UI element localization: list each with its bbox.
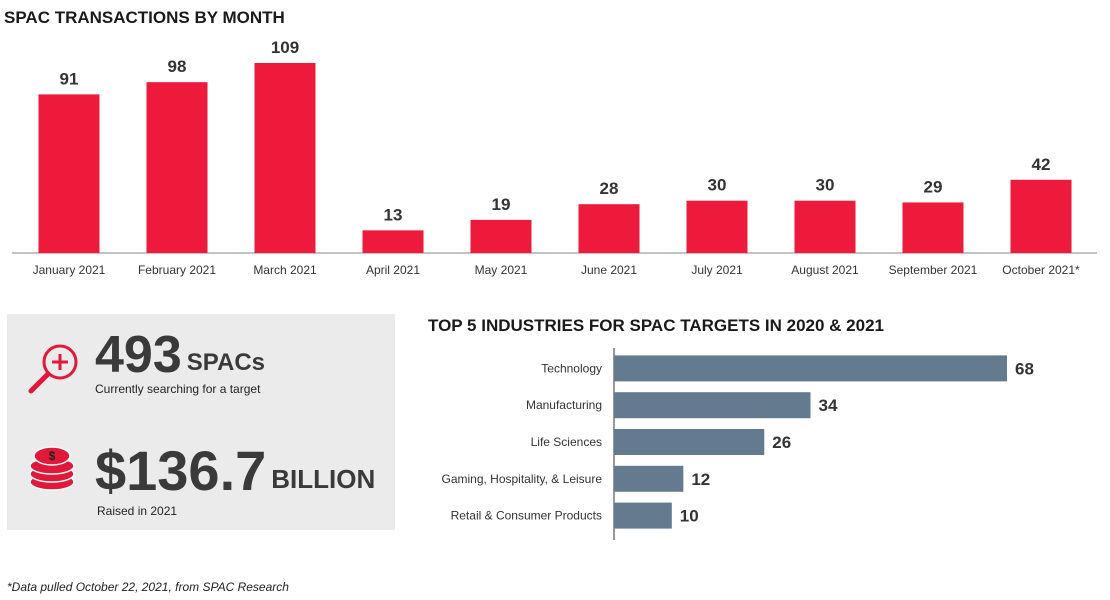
chart-title: TOP 5 INDUSTRIES FOR SPAC TARGETS IN 202… bbox=[428, 316, 884, 335]
value-label: 30 bbox=[708, 176, 727, 195]
value-label: 28 bbox=[600, 179, 619, 198]
bar bbox=[614, 465, 684, 492]
chart-title: SPAC TRANSACTIONS BY MONTH bbox=[4, 8, 285, 27]
x-tick-label: June 2021 bbox=[581, 263, 637, 277]
value-label: 19 bbox=[492, 195, 511, 214]
y-tick-label: Gaming, Hospitality, & Leisure bbox=[441, 472, 602, 486]
bar bbox=[614, 355, 1007, 382]
bar bbox=[614, 429, 765, 455]
value-label: 29 bbox=[924, 177, 943, 196]
value-label: 98 bbox=[168, 57, 187, 76]
value-label: 109 bbox=[271, 38, 299, 57]
stat-unit: SPACs bbox=[187, 349, 265, 376]
stat-value: $136.7 bbox=[95, 439, 266, 502]
bar bbox=[578, 204, 640, 253]
stat-value: 493 bbox=[95, 326, 182, 384]
stat-label: Currently searching for a target bbox=[95, 382, 261, 396]
value-label: 10 bbox=[680, 507, 699, 526]
x-tick-label: September 2021 bbox=[889, 263, 978, 277]
stat-label: Raised in 2021 bbox=[97, 504, 177, 518]
y-tick-label: Manufacturing bbox=[526, 398, 602, 412]
x-tick-label: January 2021 bbox=[33, 263, 106, 277]
x-tick-label: July 2021 bbox=[691, 263, 743, 277]
value-label: 12 bbox=[691, 470, 710, 489]
value-label: 42 bbox=[1032, 155, 1051, 174]
stat-unit: BILLION bbox=[271, 464, 375, 494]
bar bbox=[470, 219, 532, 253]
footnote: *Data pulled October 22, 2021, from SPAC… bbox=[7, 580, 289, 594]
value-label: 91 bbox=[60, 69, 79, 88]
x-tick-label: March 2021 bbox=[253, 263, 317, 277]
y-tick-label: Technology bbox=[541, 361, 602, 375]
magnifier-icon bbox=[28, 344, 78, 394]
x-tick-label: May 2021 bbox=[475, 263, 528, 277]
bar bbox=[902, 202, 964, 253]
coins-icon: $ bbox=[29, 446, 75, 491]
y-tick-label: Retail & Consumer Products bbox=[451, 509, 602, 523]
svg-text:$: $ bbox=[49, 449, 56, 463]
x-tick-label: February 2021 bbox=[138, 263, 216, 277]
value-label: 34 bbox=[819, 396, 838, 415]
bar bbox=[614, 392, 811, 419]
bar bbox=[614, 502, 672, 529]
value-label: 13 bbox=[384, 205, 403, 224]
x-tick-label: August 2021 bbox=[791, 263, 859, 277]
x-tick-label: October 2021* bbox=[1002, 263, 1080, 277]
bar bbox=[146, 82, 208, 253]
bar bbox=[1010, 179, 1072, 253]
value-label: 26 bbox=[772, 433, 791, 452]
bar bbox=[362, 230, 424, 253]
bar bbox=[686, 200, 748, 253]
bar bbox=[794, 200, 856, 253]
value-label: 30 bbox=[816, 176, 835, 195]
bar bbox=[254, 63, 316, 253]
x-tick-label: April 2021 bbox=[366, 263, 420, 277]
bar bbox=[38, 94, 100, 253]
y-tick-label: Life Sciences bbox=[531, 435, 602, 449]
value-label: 68 bbox=[1015, 359, 1034, 378]
